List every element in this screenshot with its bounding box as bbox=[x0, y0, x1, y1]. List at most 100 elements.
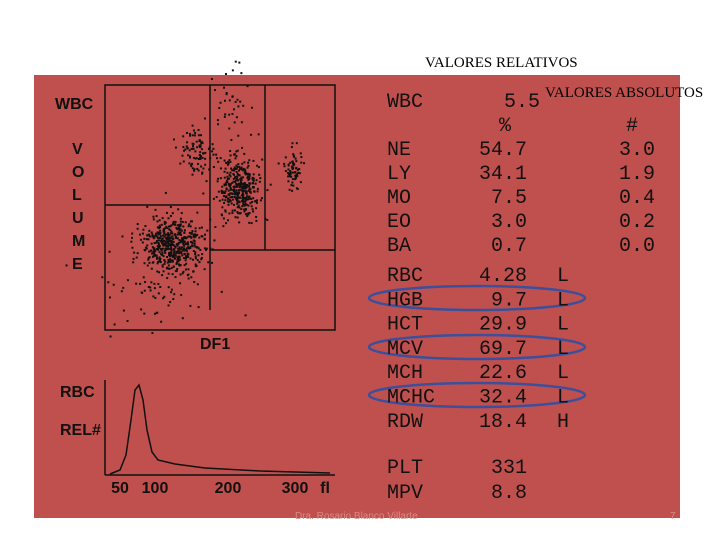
dot bbox=[239, 178, 242, 181]
dot bbox=[178, 252, 181, 255]
highlight bbox=[367, 284, 587, 312]
dot bbox=[293, 155, 296, 158]
dot bbox=[283, 165, 286, 168]
dot bbox=[231, 192, 234, 195]
dot bbox=[157, 282, 160, 285]
result-text: L bbox=[557, 362, 569, 385]
dot bbox=[199, 248, 202, 251]
dot bbox=[176, 244, 179, 247]
dot bbox=[131, 232, 134, 235]
dot bbox=[158, 224, 161, 227]
dot bbox=[197, 157, 200, 160]
result-text: 3.0 bbox=[619, 139, 655, 162]
dot bbox=[230, 192, 233, 195]
dot bbox=[200, 258, 203, 261]
dot bbox=[294, 176, 297, 179]
dot bbox=[156, 262, 159, 265]
dot bbox=[188, 155, 191, 158]
dot bbox=[235, 196, 238, 199]
dot bbox=[288, 188, 291, 191]
dot bbox=[218, 106, 221, 109]
result-text: H bbox=[557, 411, 569, 434]
dot bbox=[296, 168, 299, 171]
dot bbox=[293, 163, 296, 166]
dot bbox=[291, 171, 294, 174]
dot bbox=[252, 177, 255, 180]
dot bbox=[199, 144, 202, 147]
dot bbox=[191, 173, 194, 176]
volume-letter: U bbox=[72, 210, 84, 227]
dot bbox=[146, 205, 149, 208]
dot bbox=[164, 260, 167, 263]
dot bbox=[167, 232, 170, 235]
dot bbox=[172, 265, 175, 268]
dot bbox=[157, 248, 160, 251]
dot bbox=[224, 183, 227, 186]
dot bbox=[165, 211, 168, 214]
dot bbox=[175, 262, 178, 265]
dot bbox=[224, 167, 227, 170]
dot bbox=[166, 236, 169, 239]
dot bbox=[234, 60, 237, 63]
dot bbox=[199, 134, 202, 137]
dot bbox=[252, 210, 255, 213]
dot bbox=[242, 195, 245, 198]
dot bbox=[235, 116, 238, 119]
dot bbox=[145, 246, 148, 249]
result-text: EO bbox=[387, 211, 411, 234]
dot bbox=[187, 235, 190, 238]
dot bbox=[235, 164, 238, 167]
dot bbox=[189, 304, 192, 307]
dot bbox=[197, 306, 200, 309]
dot bbox=[211, 261, 214, 264]
dot bbox=[188, 235, 191, 238]
dot bbox=[228, 158, 231, 161]
dot bbox=[174, 223, 177, 226]
dot bbox=[207, 261, 210, 264]
page-number: 7 bbox=[670, 511, 676, 522]
dot bbox=[291, 142, 294, 145]
dot bbox=[174, 246, 177, 249]
dot bbox=[290, 146, 293, 149]
dot bbox=[169, 214, 172, 217]
dot bbox=[176, 227, 179, 230]
dot bbox=[126, 319, 129, 322]
dot bbox=[194, 245, 197, 248]
dot bbox=[247, 204, 250, 207]
dot bbox=[234, 167, 237, 170]
result-text: 0.0 bbox=[619, 235, 655, 258]
dot bbox=[223, 176, 226, 179]
absolute-title: VALORES ABSOLUTOS bbox=[545, 85, 703, 101]
df-label: DF1 bbox=[200, 336, 230, 353]
dot bbox=[177, 231, 180, 234]
dot bbox=[234, 216, 237, 219]
dot bbox=[257, 166, 260, 169]
dot bbox=[152, 250, 155, 253]
dot bbox=[287, 163, 290, 166]
dot bbox=[235, 167, 238, 170]
dot bbox=[144, 281, 147, 284]
dot bbox=[175, 226, 178, 229]
dot bbox=[171, 235, 174, 238]
dot bbox=[269, 183, 272, 186]
dot bbox=[165, 233, 168, 236]
dot bbox=[181, 246, 184, 249]
dot bbox=[181, 317, 184, 320]
dot bbox=[237, 134, 240, 137]
dot bbox=[292, 166, 295, 169]
dot bbox=[240, 176, 243, 179]
dot bbox=[251, 200, 254, 203]
scatter-dots bbox=[65, 60, 306, 338]
dot bbox=[156, 257, 159, 260]
dot bbox=[233, 209, 236, 212]
dot bbox=[194, 263, 197, 266]
dot bbox=[156, 270, 159, 273]
dot bbox=[228, 212, 231, 215]
dot bbox=[108, 250, 111, 253]
dot bbox=[168, 252, 171, 255]
result-text: % bbox=[499, 115, 512, 138]
dot bbox=[166, 244, 169, 247]
dot bbox=[229, 196, 232, 199]
dot bbox=[177, 247, 180, 250]
dot bbox=[245, 196, 248, 199]
